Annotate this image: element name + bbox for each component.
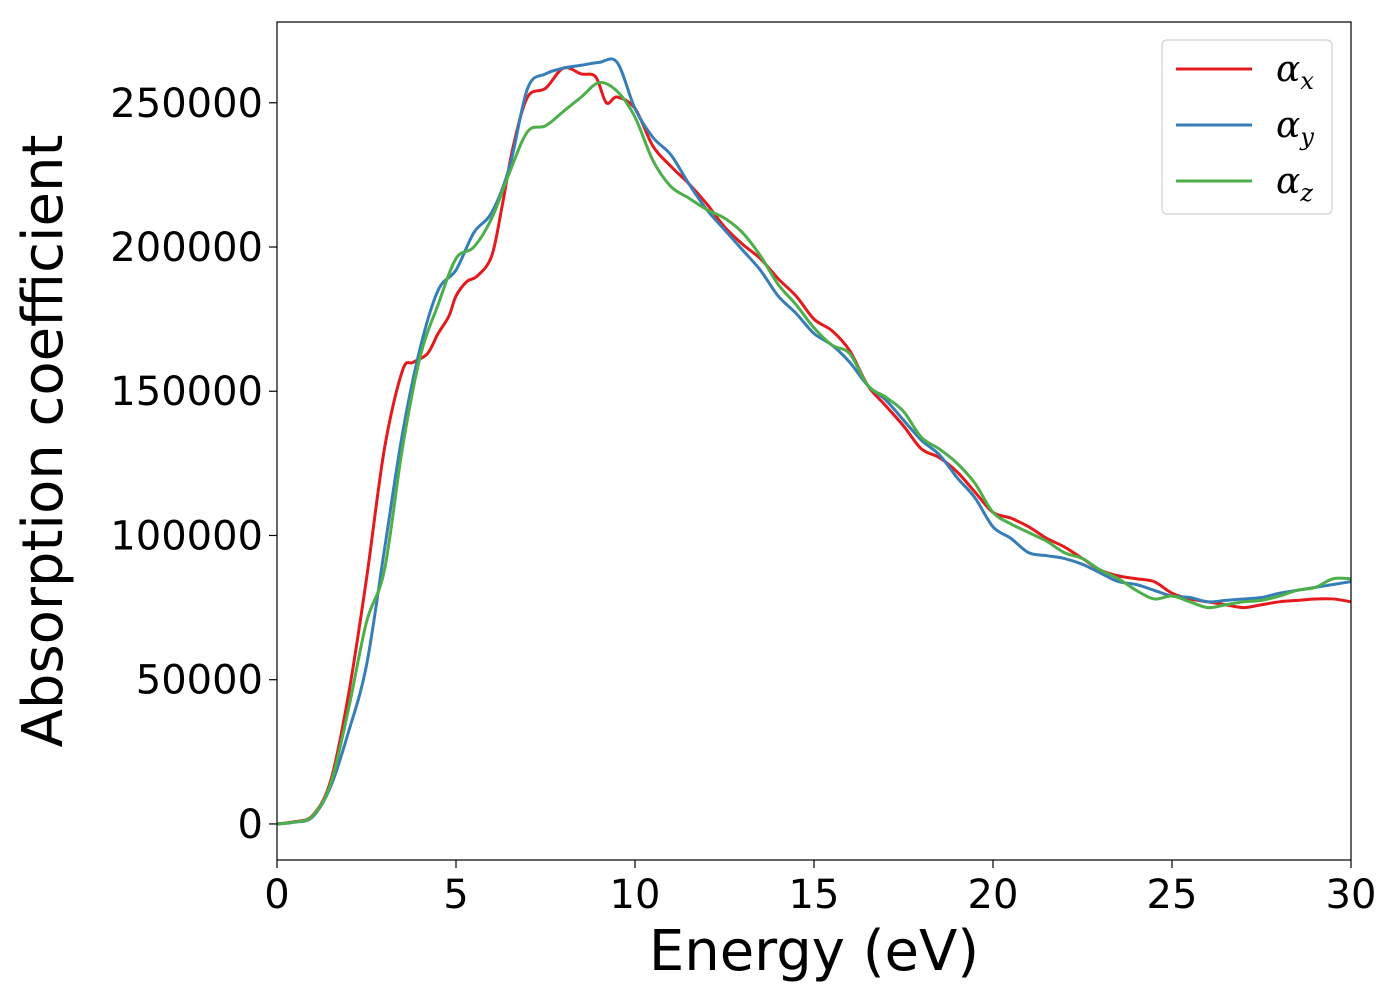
x-tick-label: 0: [264, 872, 289, 918]
y-tick-label: 200000: [110, 225, 263, 271]
x-axis-ticks: 0 5 10 15 20 25 30: [264, 860, 1376, 918]
y-tick-label: 100000: [110, 513, 263, 559]
y-axis-ticks: 0 50000 100000 150000 200000 250000: [110, 81, 277, 848]
legend-label-y: αy: [1276, 105, 1314, 151]
legend-box: [1161, 39, 1333, 215]
y-tick-label: 150000: [110, 369, 263, 415]
legend: αx αy αz: [1161, 39, 1333, 215]
legend-label-x: αx: [1276, 49, 1314, 95]
x-axis-label: Energy (eV): [649, 919, 979, 984]
y-tick-label: 0: [238, 802, 263, 848]
y-tick-label: 250000: [110, 81, 263, 127]
x-tick-label: 10: [610, 872, 661, 918]
x-tick-label: 25: [1147, 872, 1198, 918]
series-line-z: [277, 80, 1351, 826]
series-line-x: [277, 66, 1351, 826]
legend-label-z: αz: [1276, 161, 1313, 207]
x-tick-label: 15: [789, 872, 840, 918]
x-tick-label: 5: [443, 872, 468, 918]
y-tick-label: 50000: [136, 658, 263, 704]
x-tick-label: 20: [968, 872, 1019, 918]
x-tick-label: 30: [1326, 872, 1377, 918]
y-axis-label: Absorption coefficient: [11, 135, 76, 748]
